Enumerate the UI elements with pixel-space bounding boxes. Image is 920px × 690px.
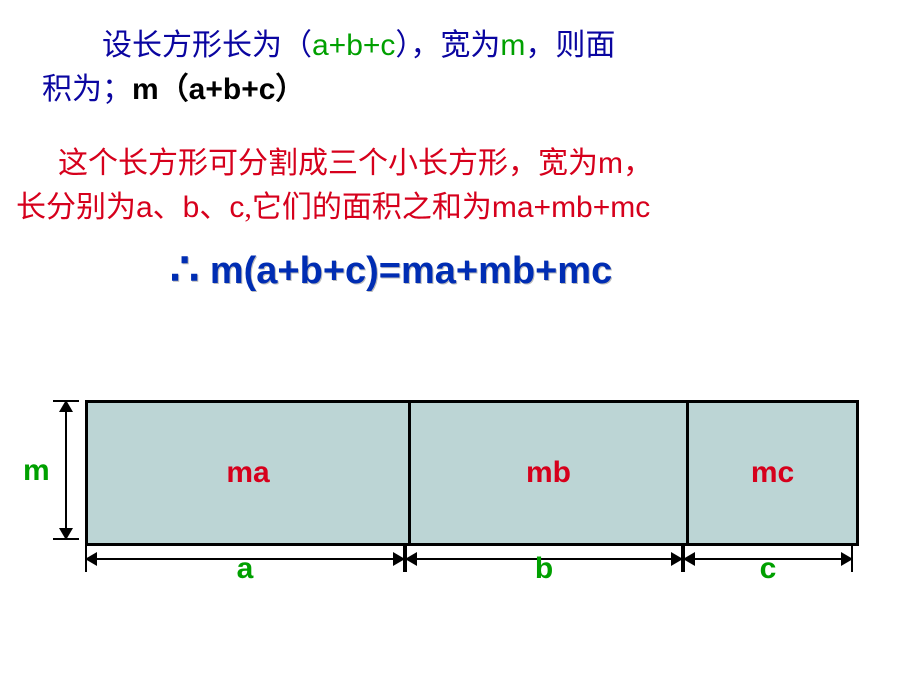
dimension-label: a — [237, 552, 254, 586]
rectangle-cell: mc — [686, 403, 856, 543]
t4-p3: ,它们的面积之和为 — [244, 191, 492, 224]
t2-p1: 积为； — [42, 73, 132, 106]
conclusion-line: ∴ m(a+b+c)=ma+mb+mc — [170, 240, 612, 294]
t3-p1: 这个长方形可分割成三个小长方形，宽为 — [58, 147, 598, 180]
t1-p3: ），宽为 — [395, 29, 500, 62]
dimension-segment: a — [85, 546, 405, 586]
text-line-1: 设长方形长为（a+b+c），宽为m，则面 — [102, 20, 615, 64]
conclusion-eq: m(a+b+c)=ma+mb+mc — [199, 250, 612, 292]
t1-p5: ，则面 — [525, 29, 615, 62]
dimension-arrow-m — [59, 400, 73, 540]
dimension-segment: c — [683, 546, 853, 586]
t3-p2: m — [598, 147, 623, 180]
dimension-segment: b — [405, 546, 683, 586]
t1-p4: m — [500, 29, 525, 62]
text-line-3: 这个长方形可分割成三个小长方形，宽为m， — [58, 138, 653, 182]
dimension-label: b — [535, 552, 553, 586]
dimension-label: c — [760, 552, 777, 586]
rectangle-diagram: m mambmc abc — [85, 400, 859, 546]
label-m: m — [23, 454, 50, 488]
t4-p1: 长分别为 — [16, 191, 136, 224]
text-line-2: 积为；m（a+b+c） — [42, 64, 305, 108]
therefore-symbol: ∴ — [170, 242, 199, 296]
rectangle-row: mambmc — [85, 400, 859, 546]
t1-p1: 设长方形长为（ — [102, 29, 312, 62]
t4-p4: ma+mb+mc — [492, 191, 650, 224]
dimension-bottom: a b c — [85, 546, 853, 586]
t3-p3: ， — [623, 147, 653, 180]
rectangle-cell: mb — [408, 403, 686, 543]
t1-p2: a+b+c — [312, 29, 395, 62]
rectangle-cell: ma — [88, 403, 408, 543]
t4-p2: a、b、c — [136, 191, 244, 224]
text-line-4: 长分别为a、b、c,它们的面积之和为ma+mb+mc — [16, 182, 650, 226]
t2-p2: m（a+b+c） — [132, 73, 305, 106]
